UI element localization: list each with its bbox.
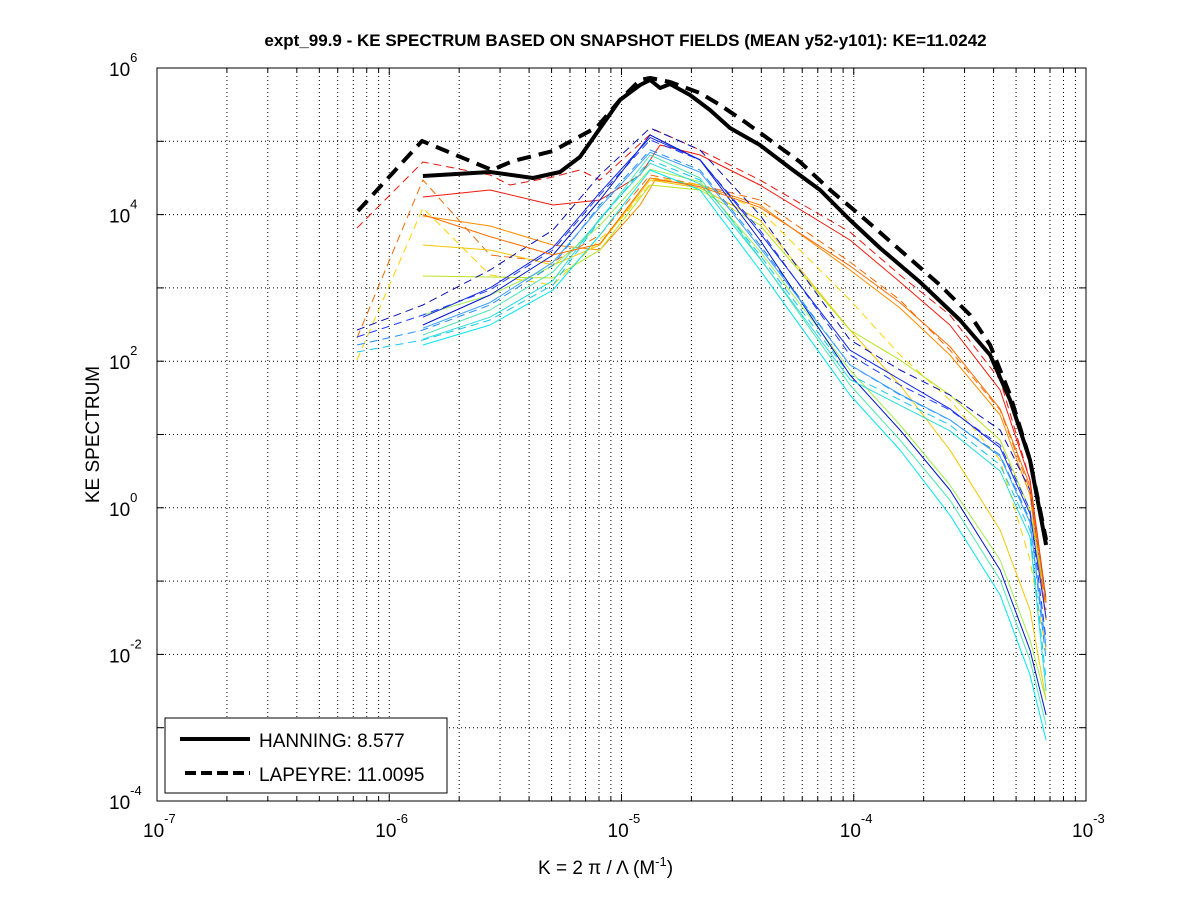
y-tick-label: 10-4 [109,783,142,814]
legend-label-lapeyre: LAPEYRE: 11.0095 [259,765,424,786]
x-tick-base: 10 [840,821,861,842]
series-line-snapshot-orange-dashed [356,174,1047,611]
x-axis-label-suffix: ) [667,858,673,879]
y-tick-exponent: 2 [130,343,137,358]
grid [157,68,1086,801]
x-tick-label: 10-3 [1072,811,1105,842]
x-tick-label: 10-6 [375,811,408,842]
x-tick-label: 10-5 [608,811,641,842]
series-line-snapshot-blue-dashed [356,139,1047,641]
y-tick-exponent: 4 [130,197,137,212]
series-line-lapeyre [356,76,1049,541]
y-tick-label: 100 [109,490,137,521]
x-tick-exponent: -4 [861,811,873,826]
chart-title: expt_99.9 - KE SPECTRUM BASED ON SNAPSHO… [264,31,986,50]
series-line-snapshot-blue-band-1 [422,137,1047,618]
series-line-snapshot-lime-solid [422,184,1047,601]
y-tick-label: 102 [109,343,137,374]
series-line-snapshot-orange-band [422,177,1047,604]
series-line-snapshot-red-dashed [356,129,1047,621]
series-line-snapshot-cyan-solid [422,169,1047,741]
y-tick-base: 10 [109,500,130,521]
x-tick-label: 10-7 [143,811,176,842]
x-tick-exponent: -7 [164,811,176,826]
x-axis-label-sup: -1 [655,854,667,869]
y-tick-label: 106 [109,50,137,81]
y-tick-base: 10 [109,207,130,228]
legend-label-hanning: HANNING: 8.577 [259,731,405,752]
y-tick-label: 10-2 [109,636,142,667]
x-tick-base: 10 [608,821,629,842]
legend-box [164,717,448,794]
x-tick-base: 10 [143,821,164,842]
x-tick-base: 10 [375,821,396,842]
series-line-snapshot-blue-band-2 [422,151,1047,648]
x-tick-label: 10-4 [840,811,873,842]
series-line-snapshot-cyan-band [422,162,1047,692]
series-line-snapshot-lightgreen-solid [422,168,1047,701]
x-axis-label: K = 2 π / Λ (M-1) [538,854,673,879]
series-line-snapshot-navy-dashed [356,127,1047,601]
x-tick-exponent: -3 [1093,811,1105,826]
y-axis-label: KE SPECTRUM [83,366,104,503]
x-tick-exponent: -5 [629,811,641,826]
x-tick-base: 10 [1072,821,1093,842]
y-tick-base: 10 [109,353,130,374]
y-tick-base: 10 [109,646,130,667]
series-layer [356,76,1049,741]
legend: HANNING: 8.577 LAPEYRE: 11.0095 [164,717,448,794]
y-tick-exponent: -2 [130,636,142,651]
x-tick-exponent: -6 [396,811,408,826]
y-tick-base: 10 [109,793,130,814]
y-tick-base: 10 [109,60,130,81]
y-tick-exponent: 6 [130,50,137,65]
y-tick-exponent: 0 [130,490,137,505]
y-tick-label: 104 [109,197,137,228]
y-tick-exponent: -4 [130,783,142,798]
x-axis-label-main: K = 2 π / Λ (M [538,858,655,879]
series-line-hanning [422,78,1049,546]
series-line-snapshot-red-solid [422,144,1047,601]
